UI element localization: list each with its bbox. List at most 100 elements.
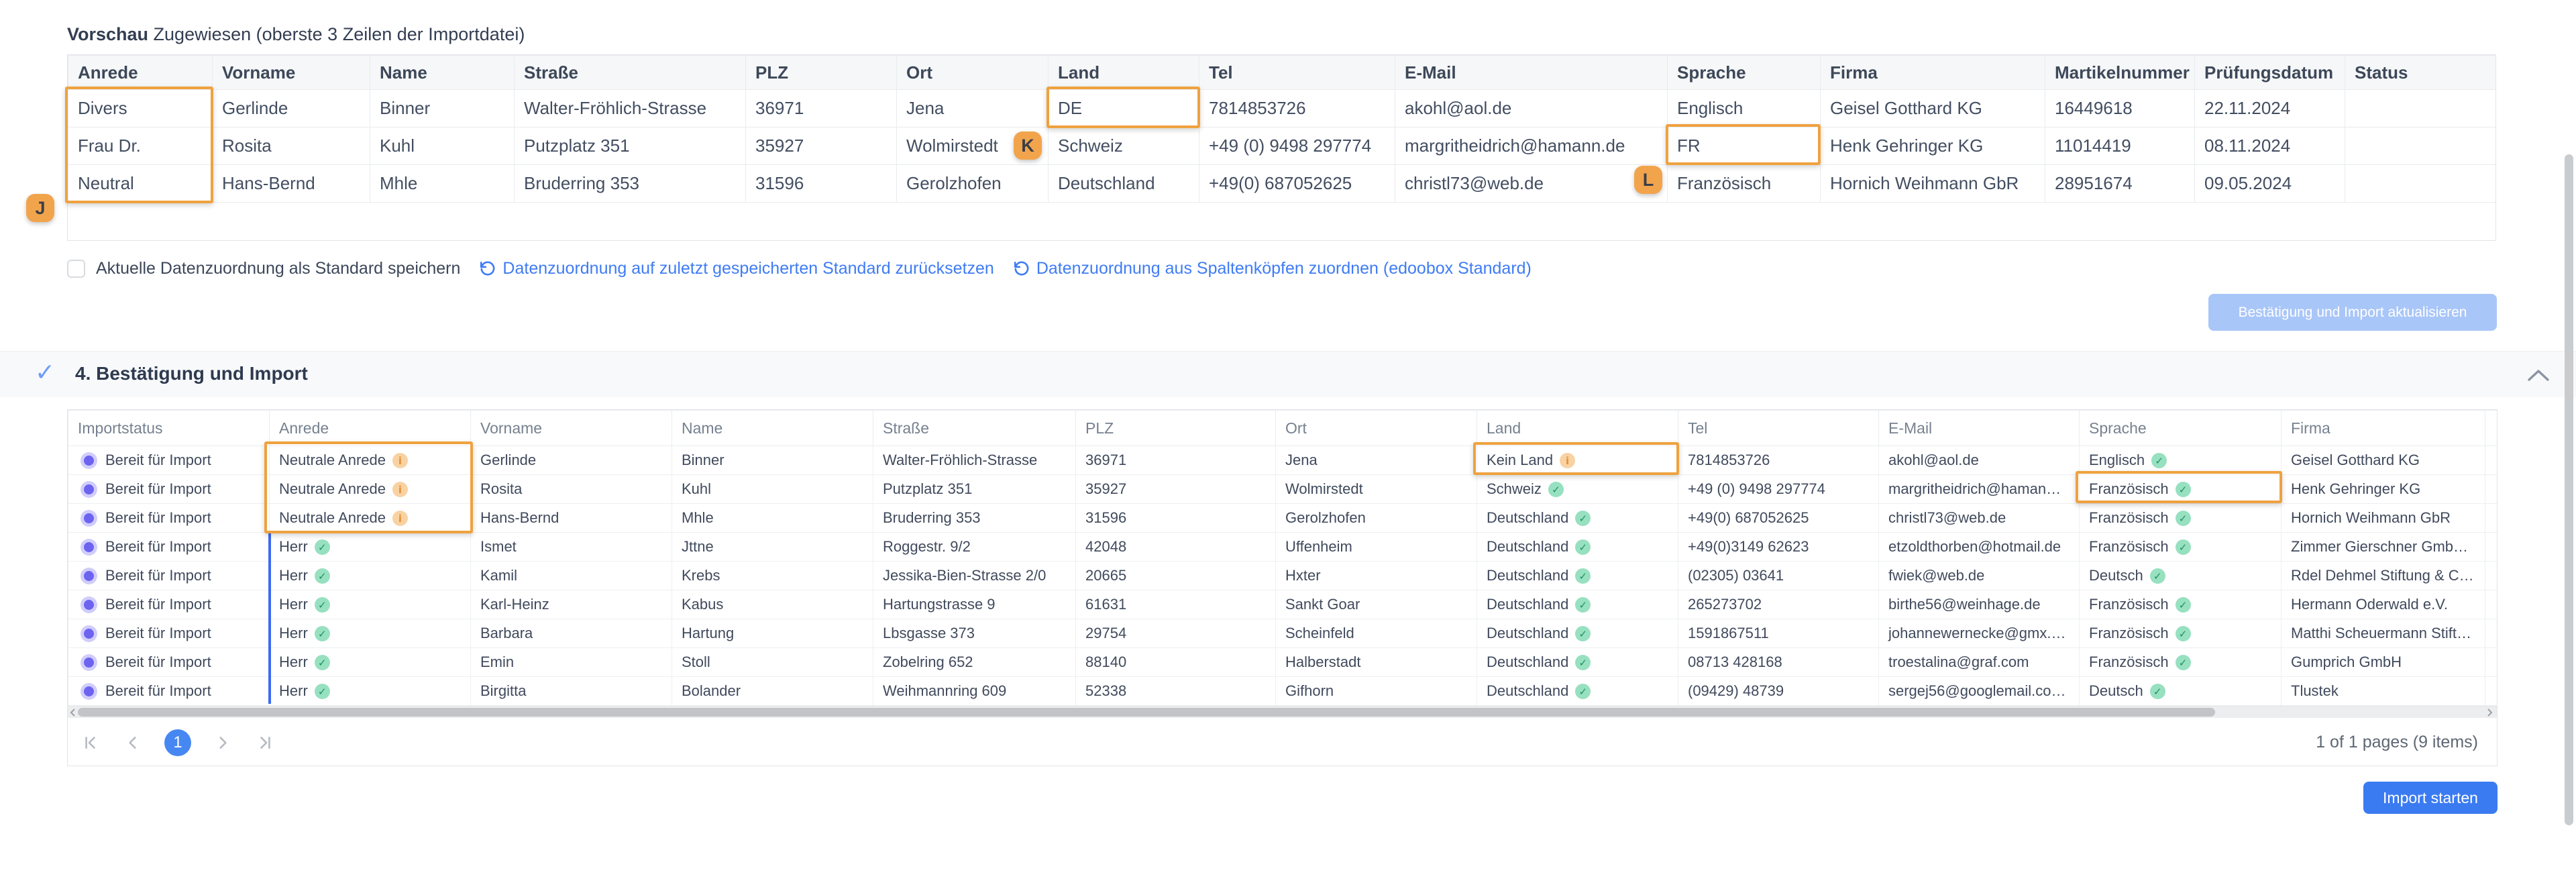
cell-plz: 31596	[1076, 504, 1276, 533]
preview-column-header[interactable]: Tel	[1199, 56, 1395, 90]
update-confirmation-button[interactable]: Bestätigung und Import aktualisieren	[2208, 294, 2497, 331]
import-status-label: Bereit für Import	[105, 568, 211, 584]
import-column-header[interactable]: Firma	[2282, 411, 2485, 446]
import-row: Bereit für ImportNeutrale AnredeiHans-Be…	[68, 504, 2498, 533]
start-import-button[interactable]: Import starten	[2363, 782, 2498, 814]
preview-cell: Geisel Gotthard KG	[1821, 90, 2045, 127]
import-column-header[interactable]: Name	[672, 411, 873, 446]
import-column-header[interactable]: E-Mail	[1879, 411, 2080, 446]
cell-anrede-label: Neutrale Anrede	[279, 481, 386, 498]
cell-plz: 61631	[1076, 590, 1276, 619]
check-icon: ✓	[2150, 568, 2165, 584]
preview-column-header[interactable]: Firma	[1821, 56, 2045, 90]
vertical-scrollbar[interactable]	[2565, 154, 2573, 825]
import-column-header[interactable]: Tel	[1678, 411, 1879, 446]
cell-land: Deutschland✓	[1477, 533, 1678, 562]
preview-column-header[interactable]: Sprache	[1668, 56, 1821, 90]
preview-cell: Hornich Weihmann GbR	[1821, 165, 2045, 203]
preview-cell: 09.05.2024	[2195, 165, 2345, 203]
import-row: Bereit für ImportNeutrale AnredeiGerlind…	[68, 446, 2498, 475]
import-column-header[interactable]: Anrede	[270, 411, 471, 446]
import-status-label: Bereit für Import	[105, 452, 211, 469]
cell-status: Bereit für Import	[68, 619, 270, 648]
import-status-label: Bereit für Import	[105, 481, 211, 498]
check-icon: ✓	[1548, 482, 1564, 497]
cell-vorname: Birgitta	[471, 677, 672, 706]
preview-grid: AnredeVornameNameStraßePLZOrtLandTelE-Ma…	[67, 54, 2496, 241]
scroll-right-arrow-icon[interactable]	[2485, 708, 2494, 717]
preview-column-header[interactable]: Land	[1049, 56, 1199, 90]
current-page-button[interactable]: 1	[164, 729, 191, 756]
preview-cell: 11014419	[2045, 127, 2195, 165]
import-column-header[interactable]: Land	[1477, 411, 1678, 446]
scroll-left-arrow-icon[interactable]	[68, 708, 78, 717]
cell-strasse: Lbsgasse 373	[873, 619, 1076, 648]
horizontal-scrollbar-thumb[interactable]	[78, 708, 2215, 717]
preview-column-header[interactable]: Anrede	[68, 56, 213, 90]
reset-mapping-link[interactable]: Datenzuordnung auf zuletzt gespeicherten…	[479, 259, 994, 278]
preview-cell: 31596	[746, 165, 897, 203]
cell-land-label: Kein Land	[1487, 452, 1553, 469]
preview-column-header[interactable]: Straße	[515, 56, 746, 90]
cell-strasse: Weihmannring 609	[873, 677, 1076, 706]
reset-mapping-label[interactable]: Datenzuordnung auf zuletzt gespeicherten…	[502, 259, 994, 278]
cell-land-label: Deutschland	[1487, 596, 1568, 613]
horizontal-scrollbar[interactable]	[68, 706, 2497, 718]
preview-cell: Binner	[370, 90, 515, 127]
import-row: Bereit für ImportHerr✓KamilKrebsJessika-…	[68, 562, 2498, 590]
import-column-header[interactable]: PLZ	[1076, 411, 1276, 446]
preview-cell: Neutral	[68, 165, 213, 203]
preview-cell: +49(0) 687052625	[1199, 165, 1395, 203]
cell-ort: Sankt Goar	[1276, 590, 1477, 619]
cell-firma: Tlustek	[2282, 677, 2485, 706]
preview-cell: Gerolzhofen	[897, 165, 1049, 203]
import-table: ImportstatusAnredeVornameNameStraßePLZOr…	[68, 410, 2498, 706]
cell-tel: 08713 428168	[1678, 648, 1879, 677]
cell-firma: Rdel Dehmel Stiftung & C…	[2282, 562, 2485, 590]
cell-land-label: Deutschland	[1487, 625, 1568, 642]
import-column-header[interactable]: Importstatus	[68, 411, 270, 446]
import-column-header[interactable]: Vorname	[471, 411, 672, 446]
cell-email: fwiek@web.de	[1879, 562, 2080, 590]
save-mapping-checkbox[interactable]	[67, 260, 85, 278]
section-header[interactable]: ✓ 4. Bestätigung und Import	[0, 351, 2576, 397]
preview-cell: Mhle	[370, 165, 515, 203]
map-from-headers-link[interactable]: Datenzuordnung aus Spaltenköpfen zuordne…	[1013, 259, 1532, 278]
import-column-header[interactable]: Ort	[1276, 411, 1477, 446]
cell-filler	[2485, 590, 2498, 619]
preview-row: NeutralHans-BerndMhleBruderring 35331596…	[68, 165, 2496, 203]
map-from-headers-label[interactable]: Datenzuordnung aus Spaltenköpfen zuordne…	[1036, 259, 1532, 278]
preview-cell: Henk Gehringer KG	[1821, 127, 2045, 165]
import-column-header[interactable]: Sprache	[2080, 411, 2282, 446]
chevron-up-icon[interactable]	[2526, 368, 2551, 382]
preview-column-header[interactable]: Vorname	[213, 56, 370, 90]
cell-ort: Scheinfeld	[1276, 619, 1477, 648]
preview-column-header[interactable]: Name	[370, 56, 515, 90]
preview-cell: Französisch	[1668, 165, 1821, 203]
preview-column-header[interactable]: Prüfungsdatum	[2195, 56, 2345, 90]
cell-sprache-label: Deutsch	[2089, 683, 2143, 700]
next-page-button[interactable]	[211, 731, 234, 754]
cell-plz: 88140	[1076, 648, 1276, 677]
mapping-controls: Aktuelle Datenzuordnung als Standard spe…	[67, 255, 1532, 282]
preview-column-header[interactable]: Ort	[897, 56, 1049, 90]
preview-column-header[interactable]: Martikelnummer	[2045, 56, 2195, 90]
cell-plz: 36971	[1076, 446, 1276, 475]
import-column-header[interactable]: Straße	[873, 411, 1076, 446]
check-icon: ✓	[1575, 597, 1591, 613]
preview-cell: Jena	[897, 90, 1049, 127]
last-page-button[interactable]	[254, 731, 277, 754]
cell-vorname: Hans-Bernd	[471, 504, 672, 533]
first-page-button[interactable]	[78, 731, 101, 754]
preview-column-header[interactable]: Status	[2345, 56, 2496, 90]
cell-anrede-label: Herr	[279, 596, 308, 613]
cell-land: Deutschland✓	[1477, 504, 1678, 533]
preview-column-header[interactable]: PLZ	[746, 56, 897, 90]
preview-column-header[interactable]: E-Mail	[1395, 56, 1668, 90]
cell-name: Bolander	[672, 677, 873, 706]
cell-anrede-label: Herr	[279, 568, 308, 584]
prev-page-button[interactable]	[121, 731, 144, 754]
cell-strasse: Bruderring 353	[873, 504, 1076, 533]
cell-sprache: Deutsch✓	[2080, 562, 2282, 590]
cell-anrede: Herr✓	[270, 562, 471, 590]
